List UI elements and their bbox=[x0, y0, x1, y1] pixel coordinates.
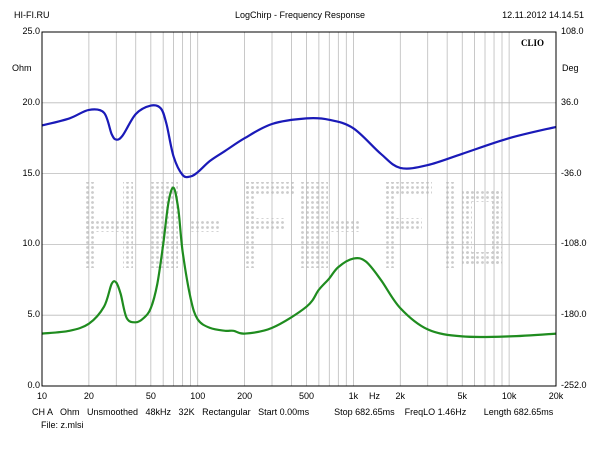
x-tick-label: 5k bbox=[457, 391, 468, 401]
impedance-series-line bbox=[41, 104, 557, 179]
x-tick-label: 2k bbox=[395, 391, 406, 401]
watermark-block bbox=[462, 190, 472, 264]
file-name: File: z.mlsi bbox=[41, 420, 84, 430]
hifi-watermark bbox=[85, 182, 502, 268]
x-tick-label: 200 bbox=[237, 391, 253, 401]
y-left-tick-label: 5.0 bbox=[27, 309, 40, 320]
y-right-tick-label: 36.0 bbox=[561, 96, 579, 107]
watermark-block bbox=[492, 190, 502, 264]
watermark-block bbox=[384, 218, 422, 230]
y-left-tick-label: 10.0 bbox=[22, 238, 40, 249]
x-tick-label: 500 bbox=[299, 391, 315, 401]
watermark-block bbox=[445, 182, 455, 268]
clio-watermark: CLIO bbox=[521, 38, 545, 48]
y-left-tick-label: 15.0 bbox=[22, 167, 40, 178]
watermark-block bbox=[462, 252, 502, 264]
measurement-settings: CH A Ohm Unsmoothed 48kHz 32K Rectangula… bbox=[32, 407, 554, 417]
watermark-block bbox=[300, 182, 328, 268]
watermark-block bbox=[384, 182, 432, 194]
x-tick-label: 20k bbox=[548, 391, 564, 401]
x-tick-label: 100 bbox=[190, 391, 206, 401]
grid bbox=[42, 32, 556, 386]
header-timestamp: 12.11.2012 14.14.51 bbox=[502, 10, 584, 20]
header-left-label: HI-FI.RU bbox=[14, 10, 50, 20]
watermark-block bbox=[246, 182, 294, 194]
watermark-block bbox=[190, 220, 220, 232]
y-left-tick-label: 0.0 bbox=[27, 380, 40, 390]
x-tick-label: 20 bbox=[83, 391, 94, 401]
x-tick-label: 50 bbox=[145, 391, 156, 401]
series-layer bbox=[41, 104, 557, 339]
y-right-tick-label: 108.0 bbox=[561, 26, 584, 36]
watermark-block bbox=[85, 220, 133, 232]
x-unit: Hz bbox=[369, 391, 380, 401]
watermark-block bbox=[123, 182, 133, 268]
plot-frame bbox=[41, 31, 557, 387]
x-tick-label: 10 bbox=[36, 391, 48, 401]
y-right-tick-label: -180.0 bbox=[561, 309, 587, 320]
watermark-block bbox=[330, 220, 360, 232]
x-tick-label: 1k bbox=[348, 391, 359, 401]
y-right-tick-label: -252.0 bbox=[561, 380, 587, 390]
chart-title: LogChirp - Frequency Response bbox=[234, 10, 366, 20]
y-left-unit: Ohm bbox=[12, 63, 32, 73]
y-left-tick-label: 25.0 bbox=[22, 26, 40, 36]
y-right-tick-label: -36.0 bbox=[561, 167, 582, 178]
phase-series-line bbox=[41, 186, 557, 339]
watermark-block bbox=[246, 218, 284, 230]
y-left-tick-label: 20.0 bbox=[22, 96, 40, 107]
x-tick-label: 10k bbox=[501, 391, 517, 401]
y-right-unit: Deg bbox=[562, 63, 579, 73]
y-right-tick-label: -108.0 bbox=[561, 238, 587, 249]
